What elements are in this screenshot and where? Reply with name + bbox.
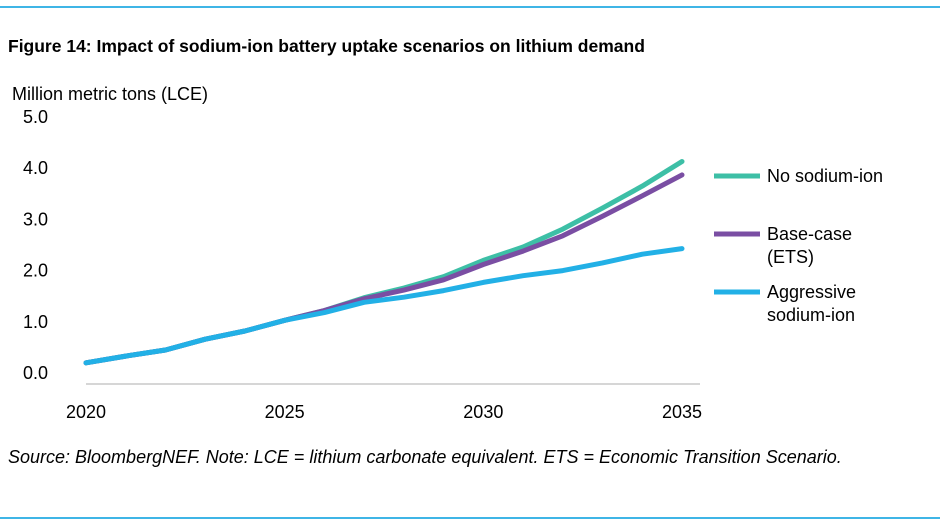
series-line-1 (83, 159, 685, 366)
y-tick-label: 5.0 (23, 107, 48, 127)
legend-label: sodium-ion (767, 305, 855, 325)
legend-label: Base-case (767, 224, 852, 244)
series-line-3 (83, 246, 685, 366)
y-tick-label: 4.0 (23, 158, 48, 178)
x-axis-ticks: 2020 2025 2030 2035 (66, 402, 702, 422)
legend: No sodium-ion Base-case (ETS) Aggressive sod… (714, 166, 883, 325)
y-axis-ticks: 0.0 1.0 2.0 3.0 4.0 5.0 (23, 107, 48, 383)
legend-label: (ETS) (767, 247, 814, 267)
bottom-rule (0, 517, 940, 519)
y-tick-label: 2.0 (23, 261, 48, 281)
y-axis-label: Million metric tons (LCE) (12, 84, 209, 104)
source-note: Source: BloombergNEF. Note: LCE = lithiu… (8, 447, 842, 467)
x-tick-label: 2030 (463, 402, 503, 422)
x-tick-label: 2025 (265, 402, 305, 422)
series-line-2 (83, 172, 685, 366)
series-lines (83, 159, 685, 366)
y-tick-label: 3.0 (23, 209, 48, 229)
legend-label: No sodium-ion (767, 166, 883, 186)
top-rule (0, 6, 940, 8)
y-tick-label: 0.0 (23, 363, 48, 383)
legend-label: Aggressive (767, 282, 856, 302)
x-tick-label: 2020 (66, 402, 106, 422)
figure-title: Figure 14: Impact of sodium-ion battery … (8, 36, 645, 56)
y-tick-label: 1.0 (23, 312, 48, 332)
x-tick-label: 2035 (662, 402, 702, 422)
